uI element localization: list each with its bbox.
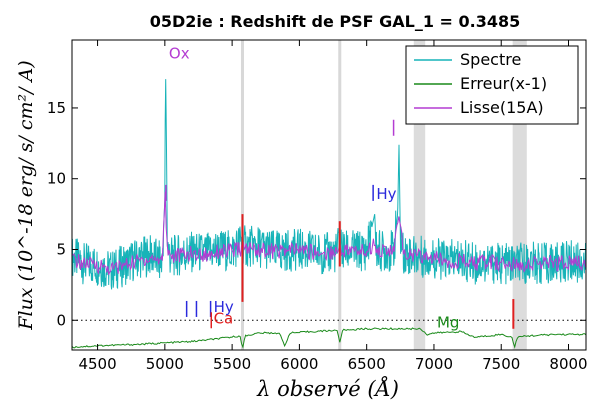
x-tick-label-2: 5500 <box>213 355 251 373</box>
x-tick-label-1: 5000 <box>146 355 184 373</box>
plot-frame <box>71 39 587 351</box>
series-layer <box>71 79 587 349</box>
x-tick-label-6: 7500 <box>482 355 520 373</box>
y-tick-label-0: 0 <box>56 311 66 329</box>
x-tick-label-7: 8000 <box>549 355 587 373</box>
legend: Spectre Erreur(x-1) Lisse(15A) <box>405 45 579 125</box>
line-id-label-hy-2: Hy <box>214 298 234 316</box>
y-tick-label-1: 5 <box>56 240 66 258</box>
telluric-band-0 <box>413 40 426 350</box>
chart-title: 05D2ie : Redshift de PSF GAL_1 = 0.3485 <box>150 12 521 31</box>
line-id-label-hy-1: Hy <box>376 185 396 203</box>
series-line-erreur-x-1 <box>71 327 587 349</box>
legend-box <box>405 45 579 125</box>
x-tick-label-3: 6000 <box>280 355 318 373</box>
x-tick-label-4: 6500 <box>348 355 386 373</box>
x-tick-label-0: 4500 <box>78 355 116 373</box>
axis-layer: 4500 5000 5500 6000 6500 7000 7500 8000 0 5 10 15 <box>47 40 588 373</box>
series-line-spectre <box>71 79 587 290</box>
y-tick-label-2: 10 <box>47 170 66 188</box>
x-axis-label: λ observé (Å) <box>256 376 399 400</box>
line-id-label-ca-3: Ca <box>214 309 234 327</box>
series-line-lisse-15a <box>71 191 586 275</box>
x-tick-label-5: 7000 <box>415 355 453 373</box>
y-axis-label: Flux (10^-18 erg/ s/ cm²/ A) <box>15 60 37 330</box>
y-tick-label-3: 15 <box>47 99 66 117</box>
legend-label-0: Spectre <box>460 50 521 69</box>
legend-label-2: Lisse(15A) <box>460 98 544 117</box>
legend-label-1: Erreur(x-1) <box>460 74 547 93</box>
line-id-label-mg-4: Mg <box>437 314 459 332</box>
line-id-label-ox-0: Ox <box>169 45 190 63</box>
